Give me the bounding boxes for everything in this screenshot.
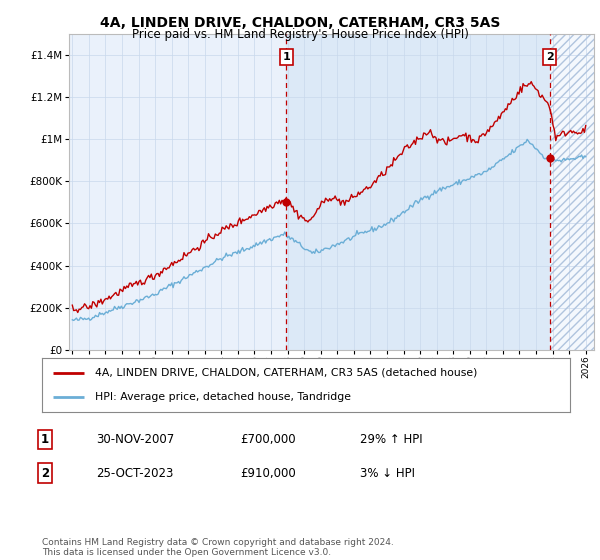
Text: Contains HM Land Registry data © Crown copyright and database right 2024.
This d: Contains HM Land Registry data © Crown c… bbox=[42, 538, 394, 557]
Text: 1: 1 bbox=[41, 433, 49, 446]
Text: 30-NOV-2007: 30-NOV-2007 bbox=[96, 433, 174, 446]
Text: 1: 1 bbox=[283, 52, 290, 62]
Text: 4A, LINDEN DRIVE, CHALDON, CATERHAM, CR3 5AS: 4A, LINDEN DRIVE, CHALDON, CATERHAM, CR3… bbox=[100, 16, 500, 30]
Text: 4A, LINDEN DRIVE, CHALDON, CATERHAM, CR3 5AS (detached house): 4A, LINDEN DRIVE, CHALDON, CATERHAM, CR3… bbox=[95, 368, 477, 378]
Text: 3% ↓ HPI: 3% ↓ HPI bbox=[360, 466, 415, 480]
Text: £910,000: £910,000 bbox=[240, 466, 296, 480]
Bar bbox=[550, 34, 594, 350]
Text: Price paid vs. HM Land Registry's House Price Index (HPI): Price paid vs. HM Land Registry's House … bbox=[131, 28, 469, 41]
Text: HPI: Average price, detached house, Tandridge: HPI: Average price, detached house, Tand… bbox=[95, 392, 351, 402]
Bar bbox=[550, 34, 594, 350]
Text: 25-OCT-2023: 25-OCT-2023 bbox=[96, 466, 173, 480]
Text: £700,000: £700,000 bbox=[240, 433, 296, 446]
Bar bbox=[286, 34, 550, 350]
Text: 2: 2 bbox=[41, 466, 49, 480]
Text: 29% ↑ HPI: 29% ↑ HPI bbox=[360, 433, 422, 446]
Text: 2: 2 bbox=[546, 52, 553, 62]
